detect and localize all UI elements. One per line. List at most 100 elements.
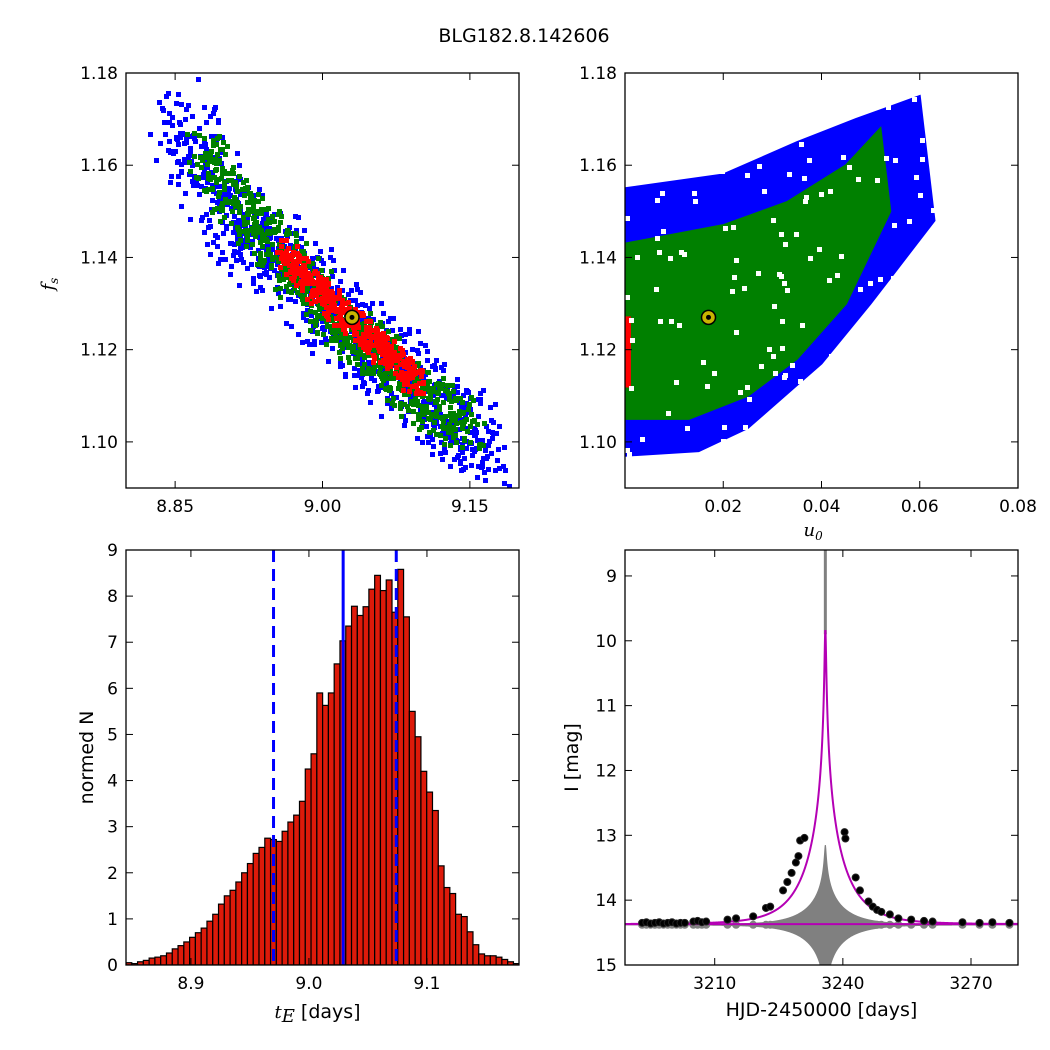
green-cell — [237, 210, 242, 215]
green-cell — [238, 238, 243, 243]
red-cell — [376, 345, 381, 350]
gap-cell — [740, 130, 745, 135]
gap-cell — [904, 449, 909, 454]
green-cell — [367, 353, 372, 358]
green-cell — [434, 409, 439, 414]
red-cell — [405, 382, 410, 387]
green-cell — [264, 252, 269, 257]
red-cell — [364, 319, 369, 324]
blue-cell — [434, 358, 439, 363]
green-cell — [451, 435, 456, 440]
histogram-bar — [437, 865, 445, 965]
plot-frame — [125, 549, 520, 966]
red-cell — [407, 366, 412, 371]
red-cell — [338, 315, 343, 320]
histogram-bar — [304, 768, 312, 965]
red-cell — [326, 317, 331, 322]
red-cell — [340, 298, 345, 303]
gap-cell — [856, 177, 861, 182]
gap-cell — [800, 323, 805, 328]
gap-cell — [803, 199, 808, 204]
green-cell — [360, 371, 365, 376]
gap-cell — [767, 347, 772, 352]
red-cell — [385, 366, 390, 371]
red-cell — [285, 258, 290, 263]
blue-cell — [228, 241, 233, 246]
histogram-bar — [142, 959, 150, 965]
gap-cell — [787, 172, 792, 177]
blue-cell — [407, 327, 412, 332]
blue-cell — [199, 184, 204, 189]
x-axis-label: HJD-2450000 [days] — [726, 999, 918, 1021]
gap-cell — [679, 250, 684, 255]
blue-cell — [275, 262, 280, 267]
red-cell — [312, 293, 317, 298]
blue-cell — [218, 150, 223, 155]
green-cell — [399, 414, 404, 419]
y-tick-label: 1.16 — [80, 156, 118, 176]
blue-cell — [234, 258, 239, 263]
green-cell — [250, 242, 255, 247]
green-cell — [416, 378, 421, 383]
panel-fs-vs-te: 8.85 9.00 9.15 1.10 1.12 1.14 1.16 1.18 fs — [38, 64, 520, 517]
green-cell — [312, 284, 317, 289]
green-cell — [266, 217, 271, 222]
gap-cell — [814, 116, 819, 121]
histogram-bar — [235, 881, 243, 965]
green-cell — [334, 329, 339, 334]
blue-cell — [154, 158, 159, 163]
blue-cell — [251, 276, 256, 281]
gap-cell — [750, 123, 755, 128]
blue-cell — [462, 456, 467, 461]
gap-cell — [907, 403, 912, 408]
blue-cell — [328, 255, 333, 260]
blue-cell — [399, 367, 404, 372]
blue-cell — [321, 261, 326, 266]
red-cell — [415, 388, 420, 393]
gap-cell — [734, 330, 739, 335]
gap-cell — [738, 108, 743, 113]
green-cell — [232, 195, 237, 200]
gap-cell — [919, 353, 924, 358]
gap-cell — [795, 123, 800, 128]
blue-cell — [203, 175, 208, 180]
blue-cell — [212, 134, 217, 139]
blue-cell — [366, 388, 371, 393]
histogram-bar — [264, 837, 272, 965]
gap-cell — [682, 252, 687, 257]
histogram-bar — [356, 614, 364, 965]
x-tick-label: 9.0 — [295, 974, 322, 994]
histogram-bar — [322, 704, 330, 965]
green-cell — [447, 397, 452, 402]
green-cell — [249, 194, 254, 199]
red-cell — [364, 325, 369, 330]
blue-cell — [184, 140, 189, 145]
green-cell — [237, 232, 242, 237]
green-cell — [380, 324, 385, 329]
blue-cell — [372, 378, 377, 383]
histogram-bar — [183, 941, 191, 965]
green-cell — [219, 176, 224, 181]
y-tick-label: 3 — [107, 818, 118, 838]
green-cell — [252, 222, 257, 227]
red-cell — [281, 251, 286, 256]
gap-cell — [794, 232, 799, 237]
red-cell — [316, 298, 321, 303]
gap-cell — [804, 195, 809, 200]
gap-cell — [827, 278, 832, 283]
red-cell — [399, 370, 404, 375]
green-cell — [285, 228, 290, 233]
blue-cell — [422, 400, 427, 405]
blue-cell — [232, 214, 237, 219]
blue-cell — [214, 139, 219, 144]
blue-cell — [164, 94, 169, 99]
y-tick-label: 1.16 — [579, 156, 617, 176]
green-cell — [454, 398, 459, 403]
gap-cell — [881, 417, 886, 422]
blue-cell — [199, 218, 204, 223]
blue-cell — [178, 131, 183, 136]
gap-cell — [721, 439, 726, 444]
green-cell — [451, 389, 456, 394]
y-tick-label: 1.12 — [579, 341, 617, 361]
